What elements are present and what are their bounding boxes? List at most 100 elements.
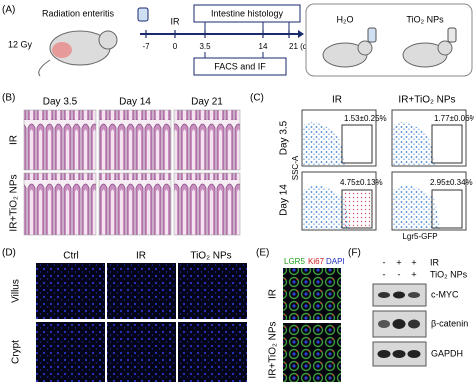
fluorescence-image	[36, 322, 105, 382]
column-label: IR	[136, 251, 146, 262]
sign: -	[383, 269, 386, 279]
group-label: H₂O	[337, 14, 354, 24]
histology-image	[98, 172, 172, 236]
panel-e: (E) LGR5 Ki67 DAPI IR IR+TiO₂ NPs	[256, 248, 345, 382]
column-label: IR+TiO₂ NPs	[398, 95, 455, 106]
column-label: Day 14	[119, 97, 151, 108]
dose-text: 12 Gy	[8, 39, 33, 49]
panel-label: (F)	[348, 248, 361, 259]
panel-label: (C)	[250, 93, 264, 104]
histology-image	[23, 109, 97, 171]
box-text: Intestine histology	[211, 8, 284, 18]
irradiated-area	[52, 42, 72, 58]
bottle-icon	[447, 27, 457, 43]
gate-value: 2.95±0.34%	[430, 178, 473, 187]
facs-box	[193, 57, 287, 76]
mouse-head	[437, 40, 453, 56]
histology-image	[173, 172, 241, 236]
blot	[372, 310, 427, 338]
axis-label: SSC-A	[291, 155, 300, 180]
column-label: TiO₂ NPs	[190, 251, 231, 262]
column-label: Ctrl	[63, 251, 79, 262]
sign: -	[398, 269, 401, 279]
band	[408, 319, 420, 329]
fluorescence-image	[107, 263, 176, 319]
flow-plot: 1.77±0.06%	[391, 109, 474, 167]
bottle-icon	[137, 7, 149, 22]
sign: +	[396, 257, 401, 267]
histology-box	[193, 4, 301, 23]
mouse-head	[98, 30, 118, 50]
band	[392, 350, 406, 358]
gate	[431, 124, 463, 164]
flow-plot: 1.53±0.25%	[301, 109, 387, 167]
mouse-head	[357, 40, 373, 56]
band	[378, 320, 390, 328]
panel-d: (D) Ctrl IR TiO₂ NPs Villus Crypt	[2, 248, 247, 382]
column-label: IR	[332, 95, 342, 106]
column-label: Day 3.5	[43, 97, 78, 108]
panel-f: (F) - + + IR - - + TiO₂ NPs c-MYC β-cate…	[348, 248, 468, 367]
band	[378, 292, 390, 298]
row-label: Day 3.5	[279, 120, 290, 155]
axis-label: Lgr5-GFP	[402, 232, 437, 241]
panel-a: (A) Radiation enteritis 12 Gy -7 0 3.5 1…	[2, 3, 473, 77]
histology-image	[98, 109, 172, 171]
panel-c: (C) IR IR+TiO₂ NPs Day 3.5 Day 14 SSC-A …	[250, 93, 474, 241]
mouse-tail	[38, 59, 51, 77]
timeline-arrow	[298, 30, 304, 38]
model-text: Radiation enteritis	[42, 8, 115, 18]
groups-box	[305, 3, 473, 77]
gate	[341, 124, 373, 164]
gate	[431, 189, 463, 229]
sign: +	[411, 257, 416, 267]
histology-image	[23, 172, 97, 236]
column-label: Day 21	[191, 97, 223, 108]
blot	[372, 341, 427, 367]
band	[393, 291, 405, 299]
group-label: TiO₂ NPs	[406, 14, 444, 24]
band	[408, 292, 420, 298]
row-label: IR+TiO₂ NPs	[268, 321, 279, 378]
tick-label: 0	[173, 42, 178, 51]
fluorescence-image	[283, 323, 341, 382]
protein-label: β-catenin	[431, 318, 468, 328]
tick-label: 21 (d)	[289, 42, 310, 51]
sign: -	[383, 257, 386, 267]
row-label: Crypt	[11, 340, 22, 364]
panel-label: (D)	[2, 248, 16, 259]
panel-label: (E)	[256, 248, 269, 259]
tick-label: 3.5	[199, 42, 211, 51]
stain-label: Ki67	[308, 257, 325, 266]
row-label: IR+TiO₂ NPs	[9, 174, 20, 231]
row-label: Day 14	[279, 184, 290, 216]
panel-label: (B)	[2, 93, 15, 104]
flow-plot: 4.75±0.13%	[301, 171, 383, 231]
row-label: IR	[268, 289, 279, 299]
timeline-ticks	[145, 30, 290, 38]
fluorescence-image	[178, 322, 247, 382]
panel-label: (A)	[2, 5, 15, 16]
stain-label: DAPI	[326, 257, 345, 266]
cell-cloud	[393, 185, 440, 229]
bottle-icon	[367, 27, 377, 43]
cell-cloud	[303, 122, 345, 165]
fluorescence-image	[36, 263, 105, 319]
sign: +	[411, 269, 416, 279]
fluorescence-image	[178, 263, 247, 319]
gate	[341, 189, 373, 229]
protein-label: GAPDH	[431, 348, 463, 358]
treatment-text: IR	[171, 16, 181, 26]
band	[377, 350, 391, 358]
flow-plot: 2.95±0.34%	[391, 171, 473, 231]
cell-cloud	[393, 122, 435, 165]
stain-label: LGR5	[284, 257, 305, 266]
fluorescence-image	[283, 268, 341, 320]
gate-value: 1.77±0.06%	[434, 114, 474, 123]
row-label: IR	[9, 135, 20, 145]
condition-label: IR	[430, 257, 440, 267]
gate-value: 4.75±0.13%	[340, 178, 383, 187]
box-text: FACS and IF	[214, 61, 266, 71]
